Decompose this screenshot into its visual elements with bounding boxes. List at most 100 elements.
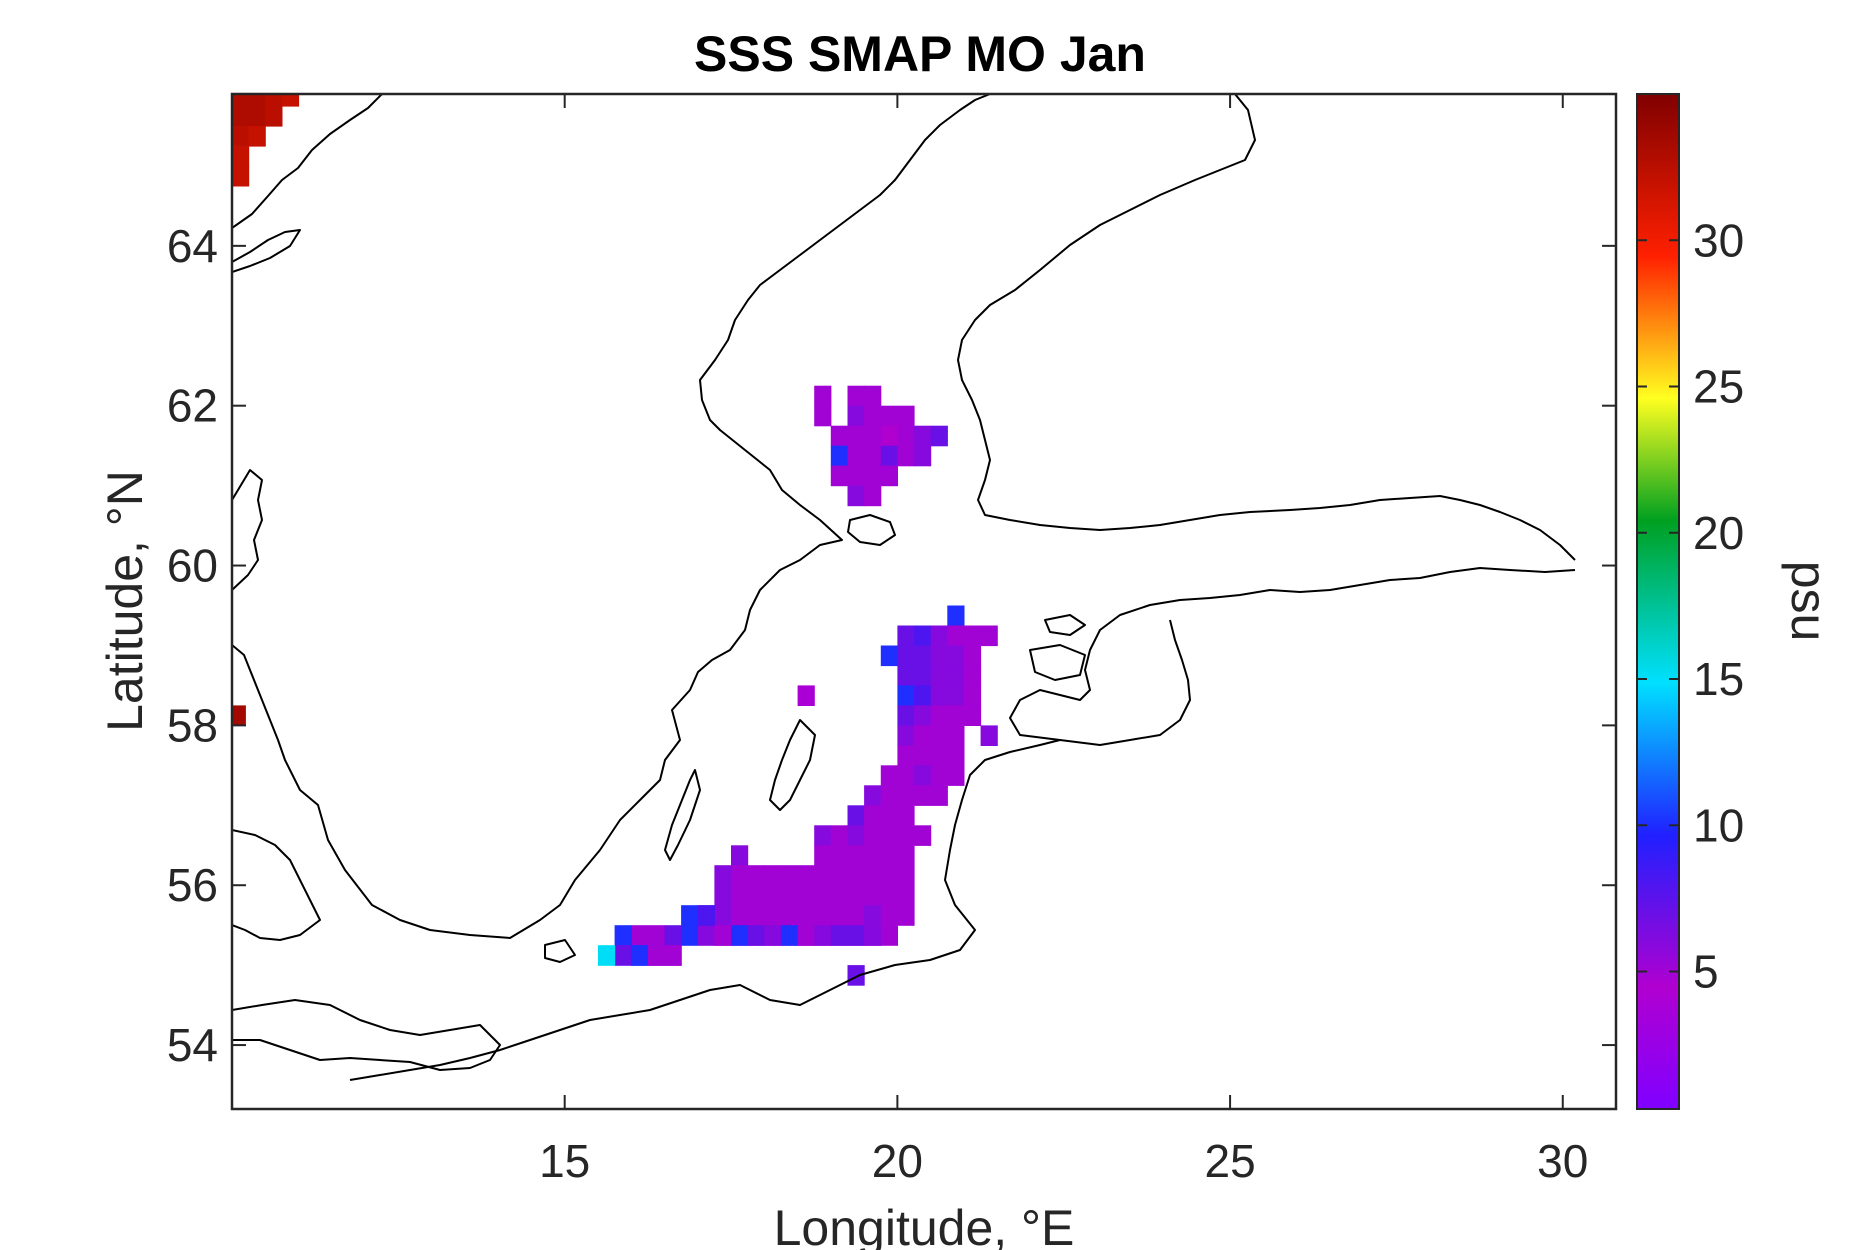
salinity-cell — [880, 865, 898, 886]
salinity-cell — [764, 905, 782, 926]
salinity-cell — [897, 705, 915, 726]
salinity-cell — [664, 925, 682, 946]
salinity-cell — [930, 425, 948, 447]
salinity-cell — [797, 685, 815, 706]
salinity-cell — [963, 665, 982, 686]
salinity-cell — [930, 625, 948, 647]
salinity-cell — [764, 925, 782, 946]
y-tick-label: 62 — [167, 380, 218, 432]
salinity-cell — [947, 745, 965, 766]
salinity-cell — [897, 405, 915, 427]
coastline-layer — [232, 94, 1576, 1081]
salinity-cell — [814, 405, 832, 427]
coastline-danish-islands — [232, 829, 321, 941]
salinity-cell — [864, 885, 882, 906]
salinity-cell — [731, 885, 749, 906]
salinity-cell — [814, 885, 832, 906]
salinity-cell — [747, 865, 765, 886]
salinity-cell — [830, 925, 848, 946]
salinity-cell — [731, 845, 749, 866]
salinity-cell — [864, 905, 882, 926]
salinity-cell — [864, 865, 882, 886]
salinity-cell — [614, 925, 632, 946]
salinity-cell — [814, 865, 832, 886]
coastline-norway-south — [232, 469, 263, 591]
coastline-denmark — [232, 999, 501, 1071]
salinity-cell — [281, 94, 300, 107]
salinity-cell — [265, 106, 283, 127]
salinity-cell — [830, 825, 848, 846]
salinity-cell — [780, 905, 799, 926]
salinity-cell — [914, 645, 932, 667]
coastline-hiiumaa — [1044, 614, 1086, 636]
salinity-cell — [847, 845, 865, 866]
salinity-cell — [947, 625, 965, 647]
salinity-cell — [864, 925, 882, 946]
salinity-cell — [780, 885, 799, 906]
salinity-cell — [864, 805, 882, 826]
axis-tick-labels: 15 20 25 30 54 56 58 60 62 64 — [167, 220, 1589, 1187]
salinity-cell — [830, 845, 848, 866]
salinity-cell — [897, 785, 915, 806]
salinity-cell — [930, 665, 948, 686]
salinity-cell — [814, 925, 832, 946]
colorbar-scale — [1636, 93, 1680, 1110]
colorbar-tick-label: 25 — [1693, 361, 1744, 413]
salinity-cell — [232, 106, 250, 127]
salinity-cell — [897, 865, 915, 886]
salinity-cell — [847, 905, 865, 926]
salinity-cell — [232, 145, 250, 167]
map-area — [232, 94, 1576, 1081]
salinity-cell — [930, 785, 948, 806]
salinity-cell — [797, 865, 815, 886]
salinity-cell — [930, 725, 948, 746]
salinity-cell — [847, 385, 865, 407]
x-tick-label: 15 — [539, 1135, 590, 1187]
salinity-cell — [232, 94, 250, 107]
salinity-cell — [780, 865, 799, 886]
salinity-cell — [847, 405, 865, 427]
salinity-cell — [897, 825, 915, 846]
salinity-cell — [747, 925, 765, 946]
salinity-cell — [647, 945, 666, 966]
salinity-cell — [963, 645, 982, 667]
coastline-gotland — [769, 719, 816, 811]
salinity-cell — [947, 685, 965, 706]
salinity-cell — [897, 805, 915, 826]
salinity-cell — [914, 685, 932, 706]
salinity-cell — [947, 765, 965, 786]
salinity-cell — [880, 765, 898, 786]
salinity-cell — [248, 106, 266, 127]
salinity-cell — [947, 705, 965, 726]
salinity-cell — [897, 885, 915, 906]
salinity-cell — [864, 825, 882, 846]
colorbar: 5 10 15 20 25 30 psu — [1636, 93, 1837, 1110]
salinity-cell — [914, 825, 932, 846]
colorbar-tick-label: 10 — [1693, 799, 1744, 851]
salinity-cell — [897, 745, 915, 766]
colorbar-tick-label: 5 — [1693, 946, 1719, 998]
salinity-cell — [914, 725, 932, 746]
coastline-aland — [847, 514, 896, 546]
salinity-cell — [897, 905, 915, 926]
salinity-cell — [814, 905, 832, 926]
salinity-cell — [614, 945, 632, 966]
y-axis-label: Latitude, °N — [97, 470, 153, 732]
colorbar-label: psu — [1781, 561, 1837, 642]
salinity-cell — [232, 165, 250, 187]
salinity-cell — [864, 785, 882, 806]
salinity-cell — [897, 665, 915, 686]
salinity-cell — [764, 865, 782, 886]
salinity-cell — [963, 705, 982, 726]
salinity-cell — [880, 845, 898, 866]
salinity-cell — [914, 785, 932, 806]
salinity-cell — [664, 945, 682, 966]
salinity-cell — [847, 865, 865, 886]
salinity-cell — [947, 665, 965, 686]
salinity-cells — [232, 94, 998, 986]
salinity-cell — [930, 685, 948, 706]
salinity-cell — [880, 925, 898, 946]
salinity-cell — [714, 865, 732, 886]
salinity-cell — [714, 905, 732, 926]
